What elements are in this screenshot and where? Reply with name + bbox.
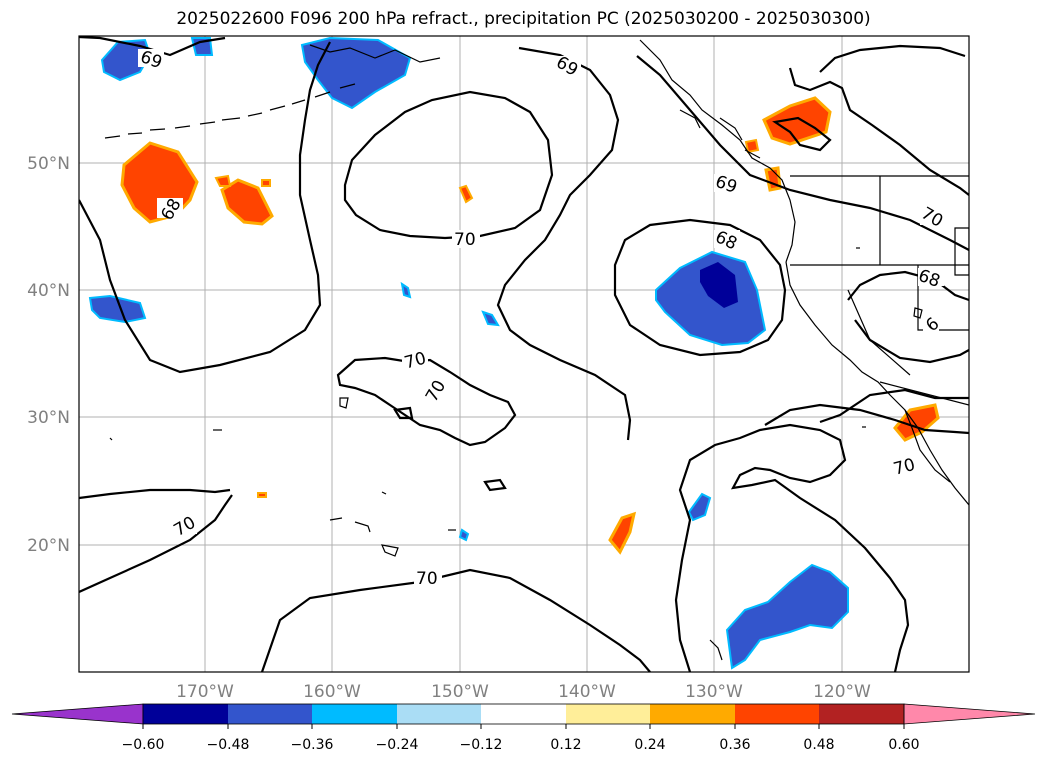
colorbar-tick-label: 0.36: [719, 737, 750, 753]
colorbar-tick-label: 0.12: [550, 737, 581, 753]
colorbar-tick-label: 0.60: [888, 737, 919, 753]
contour-label: 70: [454, 230, 476, 250]
precip-blob-pos: [458, 184, 474, 204]
precip-fills: [88, 36, 940, 670]
lon-label-120w: 120°W: [813, 682, 871, 702]
precip-blob-neg: [655, 250, 767, 347]
precip-blob-pos: [220, 178, 274, 226]
precip-blob-neg: [687, 492, 712, 522]
precip-blob-neg: [458, 528, 470, 542]
colorbar-tick-label: −0.48: [207, 737, 250, 753]
colorbar-extend-low: [11, 703, 144, 725]
precip-blob-neg: [300, 36, 412, 110]
colorbar-tick-label: −0.24: [376, 737, 419, 753]
precip-blob-pos: [257, 492, 267, 498]
colorbar: −0.60 −0.48 −0.36 −0.24 −0.12 0.12 0.24 …: [11, 703, 1036, 753]
colorbar-tick-label: −0.60: [122, 737, 165, 753]
precip-blob-neg: [725, 563, 849, 670]
lon-label-150w: 150°W: [431, 682, 489, 702]
lon-label-130w: 130°W: [685, 682, 743, 702]
colorbar-segment: [143, 704, 228, 724]
precip-blob-neg: [481, 310, 500, 327]
lat-label-50n: 50°N: [27, 154, 70, 174]
colorbar-tick-label: −0.36: [291, 737, 334, 753]
precip-blob-pos: [261, 179, 271, 187]
map-title: 2025022600 F096 200 hPa refract., precip…: [176, 9, 871, 29]
precip-blob-pos: [762, 96, 832, 146]
colorbar-segment: [228, 704, 312, 724]
colorbar-segment: [481, 704, 566, 724]
latitude-labels: 50°N 40°N 30°N 20°N: [27, 154, 70, 556]
lon-label-160w: 160°W: [303, 682, 361, 702]
colorbar-extend-high: [903, 703, 1036, 725]
precip-blob-strong: [700, 262, 738, 308]
refractivity-contours: [79, 36, 969, 672]
contour-label: 70: [416, 569, 438, 589]
precip-blob-neg: [88, 294, 147, 324]
precip-blob-pos: [608, 511, 637, 555]
colorbar-tick-label: 0.24: [634, 737, 665, 753]
precip-blob-neg: [400, 281, 412, 299]
lon-label-170w: 170°W: [176, 682, 234, 702]
colorbar-tick-label: 0.48: [803, 737, 834, 753]
lat-label-20n: 20°N: [27, 536, 70, 556]
lat-label-30n: 30°N: [27, 408, 70, 428]
longitude-labels: 170°W 160°W 150°W 140°W 130°W 120°W: [176, 682, 871, 702]
precip-blob-pos: [744, 138, 760, 154]
precip-blob-pos: [214, 174, 232, 187]
small-islands: [109, 247, 923, 661]
gridlines: [79, 36, 969, 672]
map-border: [78, 35, 970, 673]
precip-blob-pos: [893, 403, 940, 442]
colorbar-segment: [819, 704, 904, 724]
colorbar-segment: [735, 704, 819, 724]
map-panel: [79, 36, 969, 672]
colorbar-segment: [312, 704, 397, 724]
colorbar-segment: [566, 704, 650, 724]
colorbar-tick-label: −0.12: [460, 737, 503, 753]
lon-label-140w: 140°W: [558, 682, 616, 702]
lat-label-40n: 40°N: [27, 281, 70, 301]
colorbar-segment: [650, 704, 735, 724]
colorbar-segment: [397, 704, 481, 724]
